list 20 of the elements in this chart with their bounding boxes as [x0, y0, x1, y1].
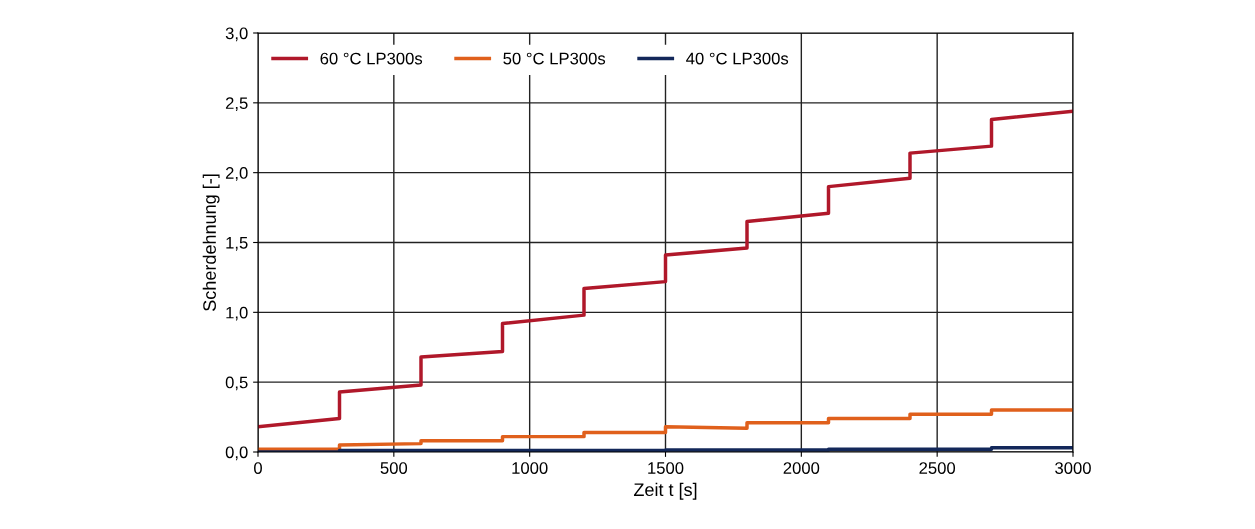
x-tick-label: 2500: [919, 462, 956, 474]
y-tick-label: 3,0: [225, 27, 248, 42]
x-tick-label: 3000: [1055, 462, 1091, 474]
x-tick-label: 500: [380, 462, 408, 474]
y-tick-label: 2,0: [225, 167, 248, 181]
line-series: [258, 109, 1073, 429]
x-axis-title: Zeit t [s]: [633, 482, 697, 500]
y-axis-title: Scherdehnung [-]: [202, 174, 220, 311]
y-tick-label: 1,5: [226, 237, 248, 251]
x-tick-label: 0: [254, 462, 262, 474]
legend-label: 60 °C LP300s: [320, 52, 423, 65]
x-tick-label: 1000: [512, 462, 548, 474]
y-tick-label: 1,0: [226, 306, 248, 321]
y-tick-label: 2,5: [225, 97, 248, 112]
y-tick-label: 0,5: [225, 376, 248, 391]
x-tick-label: 2000: [783, 462, 820, 474]
legend-label: 50 °C LP300s: [503, 52, 606, 65]
x-tick-label: 1500: [648, 462, 684, 474]
y-tick-label: 0,0: [225, 446, 248, 461]
legend-label: 40 °C LP300s: [686, 52, 789, 65]
